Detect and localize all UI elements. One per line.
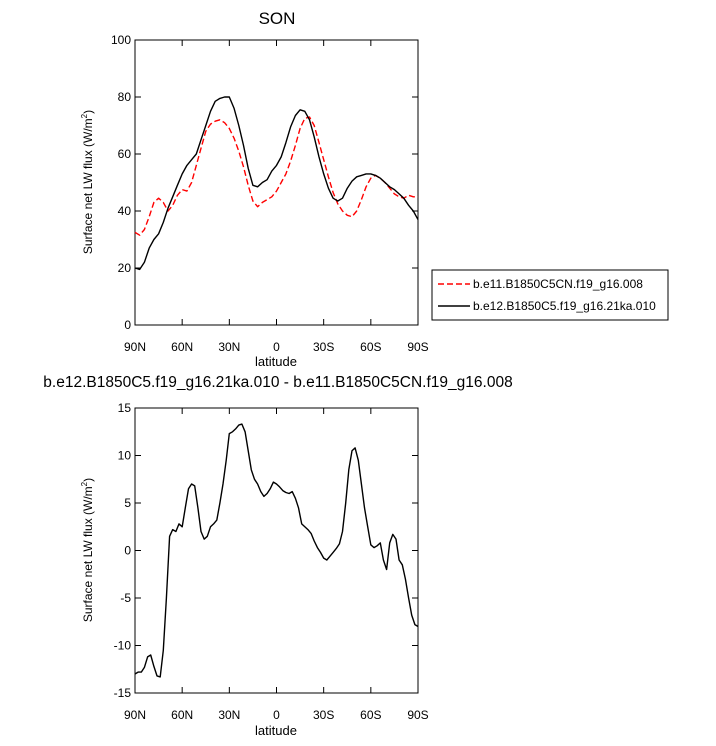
bottom-y-axis: -15 -10 -5 0 5 10 15 bbox=[114, 401, 418, 700]
top-y-tick-label: 0 bbox=[124, 318, 131, 332]
legend-label-e12: b.e12.B1850C5.f19_g16.21ka.010 bbox=[473, 299, 656, 313]
top-y-axis: 0 20 40 60 80 100 bbox=[111, 33, 418, 332]
top-x-tick-label: 90S bbox=[407, 340, 428, 354]
top-x-tick-label: 90N bbox=[124, 340, 146, 354]
bottom-x-tick-label: 30N bbox=[218, 708, 240, 722]
top-series-line-0 bbox=[134, 116, 418, 236]
bottom-y-tick-label: -15 bbox=[114, 686, 132, 700]
bottom-x-tick-label: 60N bbox=[171, 708, 193, 722]
bottom-y-axis-label: Surface net LW flux (W/m2) bbox=[80, 478, 95, 622]
bottom-y-tick-label: 15 bbox=[118, 401, 132, 415]
bottom-chart-title: b.e12.B1850C5.f19_g16.21ka.010 - b.e11.B… bbox=[43, 374, 512, 391]
top-x-tick-label: 60N bbox=[171, 340, 193, 354]
bottom-series-group bbox=[134, 423, 419, 678]
bottom-y-tick-label: -5 bbox=[120, 591, 131, 605]
top-x-tick-label: 30N bbox=[218, 340, 240, 354]
bottom-series-line-0 bbox=[134, 423, 419, 678]
top-y-tick-label: 60 bbox=[118, 147, 132, 161]
legend: b.e11.B1850C5CN.f19_g16.008 b.e12.B1850C… bbox=[431, 269, 669, 321]
top-y-tick-label: 100 bbox=[111, 33, 131, 47]
top-x-tick-label: 60S bbox=[360, 340, 381, 354]
top-plot-frame bbox=[134, 39, 419, 326]
legend-label-e11: b.e11.B1850C5CN.f19_g16.008 bbox=[473, 277, 643, 291]
bottom-y-tick-label: 5 bbox=[124, 496, 131, 510]
bottom-x-axis: 90N 60N 30N 0 30S 60S 90S bbox=[124, 408, 429, 722]
top-y-tick-label: 40 bbox=[118, 204, 132, 218]
top-x-tick-label: 0 bbox=[273, 340, 280, 354]
top-x-axis: 90N 60N 30N 0 30S 60S 90S bbox=[124, 40, 429, 354]
top-x-axis-label: latitude bbox=[255, 354, 297, 369]
bottom-x-tick-label: 90N bbox=[124, 708, 146, 722]
top-series-group bbox=[134, 96, 419, 271]
bottom-y-tick-label: 10 bbox=[118, 449, 132, 463]
bottom-x-axis-label: latitude bbox=[255, 723, 297, 738]
bottom-y-tick-label: 0 bbox=[124, 544, 131, 558]
legend-box bbox=[431, 269, 669, 321]
top-panel: SON 0 20 40 60 80 100 90N 60N 30N 0 30S 60S 90S lat… bbox=[80, 9, 429, 369]
bottom-plot-frame bbox=[134, 407, 419, 694]
bottom-x-tick-label: 60S bbox=[360, 708, 381, 722]
bottom-x-tick-label: 0 bbox=[273, 708, 280, 722]
top-chart-title: SON bbox=[259, 9, 296, 28]
bottom-panel: b.e12.B1850C5.f19_g16.21ka.010 - b.e11.B… bbox=[43, 374, 512, 738]
top-y-tick-label: 20 bbox=[118, 261, 132, 275]
top-x-tick-label: 30S bbox=[313, 340, 334, 354]
bottom-y-tick-label: -10 bbox=[114, 639, 132, 653]
bottom-x-tick-label: 90S bbox=[407, 708, 428, 722]
top-y-tick-label: 80 bbox=[118, 90, 132, 104]
top-y-axis-label: Surface net LW flux (W/m2) bbox=[80, 110, 95, 254]
top-series-line-1 bbox=[134, 96, 419, 271]
bottom-x-tick-label: 30S bbox=[313, 708, 334, 722]
